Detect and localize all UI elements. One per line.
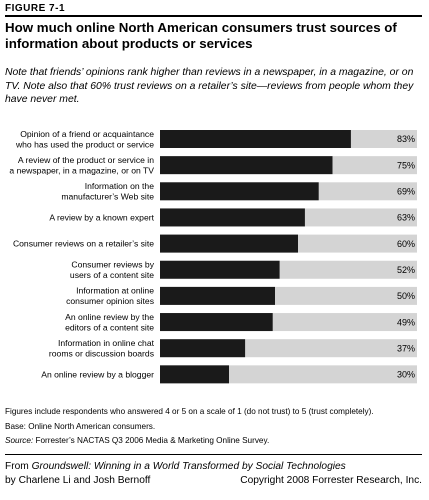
book-title: Groundswell: Winning in a World Transfor… xyxy=(31,461,346,472)
category-label: Opinion of a friend or acquaintance who h… xyxy=(15,129,154,150)
bar-track xyxy=(160,286,417,305)
bar-track xyxy=(160,339,417,358)
category-label: Information on the manufacturer’s Web sit… xyxy=(61,181,154,202)
top-rule xyxy=(5,15,422,17)
bar-track xyxy=(160,182,417,201)
bar-track xyxy=(160,156,417,175)
credit-prefix: From xyxy=(5,461,32,472)
category-label: A review of the product or service in a n… xyxy=(9,155,154,176)
bar xyxy=(160,286,275,305)
category-label: An online review by the editors of a cont… xyxy=(65,312,154,333)
footnote-base: Base: Online North American consumers. xyxy=(5,422,156,431)
category-label: Information in online chat rooms or discu… xyxy=(49,338,155,359)
bar-track xyxy=(160,234,417,253)
bar xyxy=(160,208,305,227)
category-label: Consumer reviews on a retailer’s site xyxy=(13,239,154,249)
footnote-respondents: Figures include respondents who answered… xyxy=(5,407,374,416)
bar-track xyxy=(160,130,417,148)
bar xyxy=(160,156,333,175)
value-label: 49% xyxy=(397,317,415,327)
credit: From Groundswell: Winning in a World Tra… xyxy=(5,460,425,488)
source-label: Source: xyxy=(5,436,34,445)
bar-track xyxy=(160,313,417,332)
figure-label: FIGURE 7-1 xyxy=(5,3,66,14)
bar xyxy=(160,365,229,384)
bar-track xyxy=(160,365,417,384)
value-label: 50% xyxy=(397,291,415,301)
bar-track xyxy=(160,260,417,279)
category-label: An online review by a blogger xyxy=(41,369,154,379)
value-label: 37% xyxy=(397,343,415,353)
category-label: Consumer reviews by users of a content si… xyxy=(70,260,155,281)
bar xyxy=(160,182,319,201)
chart-note: Note that friends’ opinions rank higher … xyxy=(5,67,414,105)
value-label: 69% xyxy=(397,187,415,197)
category-label: A review by a known expert xyxy=(49,212,154,222)
bar xyxy=(160,260,280,279)
credit-authors: by Charlene Li and Josh Bernoff xyxy=(5,475,151,486)
copyright: Copyright 2008 Forrester Research, Inc. xyxy=(240,475,422,486)
footnote-source: Source: Forrester’s NACTAS Q3 2006 Media… xyxy=(5,435,425,446)
value-label: 83% xyxy=(397,134,415,144)
bar xyxy=(160,313,273,332)
value-label: 52% xyxy=(397,265,415,275)
bar xyxy=(160,234,298,253)
bar-track xyxy=(160,208,417,227)
category-label: Information at online consumer opinion si… xyxy=(66,286,154,307)
bar xyxy=(160,130,351,148)
value-label: 63% xyxy=(397,213,415,223)
value-label: 60% xyxy=(397,239,415,249)
value-label: 75% xyxy=(397,160,415,170)
value-label: 30% xyxy=(397,370,415,380)
source-text: Forrester’s NACTAS Q3 2006 Media & Marke… xyxy=(35,436,270,445)
chart-title: How much online North American consumers… xyxy=(5,20,397,51)
bar xyxy=(160,339,246,358)
bottom-rule xyxy=(5,454,422,455)
